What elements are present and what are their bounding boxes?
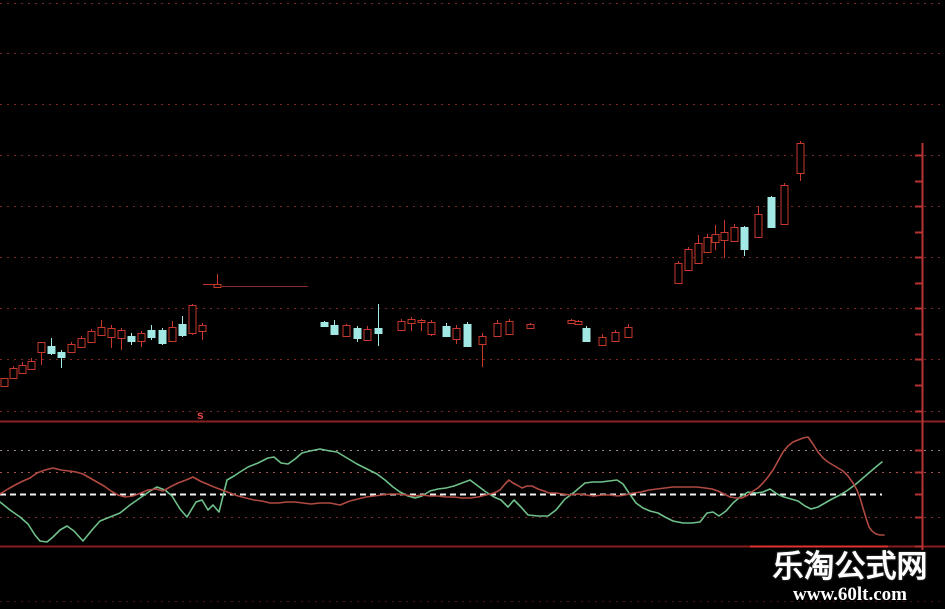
candle-up bbox=[526, 324, 535, 329]
candle-up bbox=[137, 333, 146, 342]
candle-up bbox=[87, 331, 96, 343]
candle-down bbox=[127, 336, 136, 342]
candle-up bbox=[9, 368, 18, 379]
candle-up bbox=[452, 328, 461, 340]
candle-down bbox=[47, 346, 56, 354]
candle-up bbox=[342, 325, 351, 337]
candle-down bbox=[374, 328, 383, 334]
candle-down bbox=[740, 227, 749, 250]
candle-up bbox=[188, 305, 197, 334]
candle-up bbox=[117, 330, 126, 339]
candle-up bbox=[674, 263, 683, 284]
candle-down bbox=[320, 322, 329, 327]
candle-up bbox=[18, 365, 27, 374]
indicator-green-line bbox=[0, 448, 883, 543]
candle-up bbox=[567, 320, 576, 324]
candle-up bbox=[505, 321, 514, 335]
candle-up bbox=[730, 227, 739, 242]
candle-down bbox=[178, 324, 187, 336]
candle-up bbox=[198, 325, 207, 332]
candle-up bbox=[0, 378, 9, 387]
candle-up bbox=[168, 327, 177, 342]
candle-up bbox=[598, 337, 607, 346]
candle-up bbox=[27, 361, 36, 370]
candle-up bbox=[77, 338, 86, 348]
candle-up bbox=[611, 332, 620, 342]
candle-up bbox=[427, 322, 436, 335]
candle-up bbox=[493, 323, 502, 337]
candle-up bbox=[37, 342, 46, 353]
marker-glyph: s bbox=[197, 408, 204, 422]
candle-up bbox=[694, 243, 703, 264]
candle-up bbox=[624, 327, 633, 338]
candle-up bbox=[213, 284, 222, 288]
candle-up bbox=[574, 321, 583, 325]
candle-down bbox=[57, 352, 66, 358]
candle-up bbox=[780, 185, 789, 225]
candle-down bbox=[442, 326, 451, 337]
candle-down bbox=[353, 328, 362, 339]
candle-up bbox=[397, 321, 406, 331]
candle-down bbox=[158, 330, 167, 344]
candle-up bbox=[417, 320, 426, 323]
candle-down bbox=[582, 328, 591, 342]
candle-up bbox=[754, 214, 763, 238]
candle-up bbox=[67, 344, 76, 353]
candle-up bbox=[720, 232, 729, 241]
candle-down bbox=[330, 325, 339, 335]
candle-up bbox=[97, 327, 106, 336]
candle-up bbox=[407, 319, 416, 324]
candle-up bbox=[363, 329, 372, 341]
candle-down bbox=[147, 330, 156, 338]
candle-down bbox=[463, 324, 472, 347]
candle-up bbox=[478, 336, 487, 345]
candle-up bbox=[107, 328, 116, 338]
candle-up bbox=[796, 143, 805, 174]
candle-up bbox=[711, 234, 720, 243]
indicator-red-line bbox=[0, 436, 885, 536]
candle-down bbox=[767, 197, 776, 228]
candle-up bbox=[684, 249, 693, 271]
candle-up bbox=[703, 237, 712, 253]
